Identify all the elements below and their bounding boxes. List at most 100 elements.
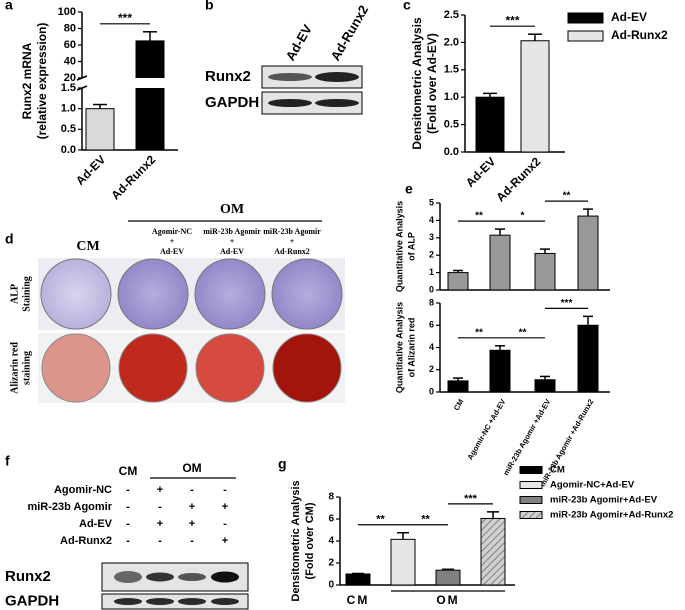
y-tick-label: 4 <box>429 342 434 352</box>
column-header: miR-23b Agomir <box>263 227 321 236</box>
column-header: Ad-Runx2 <box>274 247 310 256</box>
blot-band <box>211 571 239 583</box>
legend-label: Ad-EV <box>611 10 647 24</box>
y-axis-label: (Fold over Ad-EV) <box>425 33 439 134</box>
y-axis-label: of Alizarin red <box>406 318 416 378</box>
well <box>117 258 189 330</box>
legend-swatch <box>567 30 604 42</box>
column-header: CM <box>76 239 99 254</box>
y-tick-label: 2.5 <box>444 9 459 21</box>
bar <box>345 573 371 586</box>
y-tick-label: 6 <box>429 320 434 330</box>
x-tick-label: Ad-Runx2 <box>493 154 543 204</box>
blot-band <box>178 598 206 605</box>
y-tick-label: 1.0 <box>444 91 459 103</box>
blot-band <box>178 573 206 581</box>
significance-label: ** <box>421 514 430 526</box>
y-tick-label: 1 <box>429 267 434 277</box>
significance-label: *** <box>464 493 478 505</box>
condition-mark: + <box>157 518 163 530</box>
blot-row-label: Runx2 <box>205 68 251 85</box>
panel-letter: g <box>278 456 287 472</box>
y-tick-label: 3 <box>429 232 434 242</box>
y-tick-label: 8 <box>429 297 434 307</box>
condition-mark: - <box>223 518 227 530</box>
panel-letter: c <box>403 0 411 13</box>
y-tick-label: 0 <box>429 284 434 294</box>
significance-label: ** <box>563 191 571 202</box>
column-header: + <box>230 237 235 246</box>
group-header: CM <box>119 464 138 478</box>
y-tick-label: 1.5 <box>61 82 76 94</box>
condition-mark: - <box>126 518 130 530</box>
well <box>118 333 188 403</box>
blot-band <box>268 99 312 107</box>
y-axis-label: Quantitative Analysis <box>394 302 404 393</box>
legend-swatch <box>567 12 604 24</box>
condition-label: Agomir-NC <box>54 484 112 496</box>
significance-label: ** <box>376 514 385 526</box>
bar <box>447 380 469 393</box>
y-tick-label: 0 <box>328 580 334 591</box>
bar <box>480 517 506 586</box>
y-tick-label: 0.0 <box>444 146 459 158</box>
significance-label: *** <box>505 13 519 27</box>
column-header: Agomir-NC <box>152 227 192 236</box>
blot-row-label: Runx2 <box>5 568 51 585</box>
well <box>271 258 343 330</box>
y-axis-label: (Fold over CM) <box>304 502 316 579</box>
blot-band <box>146 598 174 605</box>
legend-label: miR-23b Agomir+Ad-Runx2 <box>550 510 673 521</box>
bar <box>577 324 599 393</box>
column-header: + <box>290 237 295 246</box>
legend-swatch <box>519 496 543 504</box>
condition-mark: + <box>157 484 163 496</box>
group-header: OM <box>182 461 201 475</box>
legend-swatch <box>519 511 543 519</box>
x-group-label: CM <box>347 593 370 607</box>
y-tick-label: 0 <box>429 386 434 396</box>
y-tick-label: 0.5 <box>444 119 459 131</box>
bar <box>390 538 416 586</box>
y-axis-label: Densitometric Analysis <box>290 480 302 601</box>
bar <box>489 349 511 393</box>
axis-break <box>135 78 165 88</box>
y-axis-label: Densitometric Analysis <box>410 17 424 150</box>
significance-label: ** <box>475 211 483 222</box>
x-tick-label: Ad-Runx2 <box>108 152 158 202</box>
blot-row-label: GAPDH <box>205 94 259 111</box>
y-tick-label: 40 <box>64 55 76 67</box>
column-header: miR-23b Agomir <box>203 227 261 236</box>
bar <box>489 234 511 291</box>
legend-swatch <box>519 481 543 489</box>
y-tick-label: 6 <box>328 514 334 525</box>
significance-label: *** <box>561 298 573 309</box>
bar <box>475 96 505 153</box>
blot-strip <box>101 593 249 610</box>
column-header: Ad-EV <box>220 247 244 256</box>
condition-mark: - <box>223 484 227 496</box>
blot-band <box>114 571 142 583</box>
y-tick-label: 4 <box>429 215 434 225</box>
y-tick-label: 0.0 <box>61 144 76 156</box>
bar <box>577 215 599 291</box>
legend-label: miR-23b Agomir+Ad-EV <box>550 495 658 506</box>
bar <box>135 40 165 151</box>
y-tick-label: 2.0 <box>444 36 459 48</box>
condition-mark: - <box>190 484 194 496</box>
y-tick-label: 80 <box>64 22 76 34</box>
y-tick-label: 1.5 <box>444 64 459 76</box>
y-tick-label: 100 <box>58 6 76 18</box>
condition-mark: + <box>189 518 195 530</box>
x-group-label: OM <box>436 593 459 607</box>
y-tick-label: 5 <box>429 197 434 207</box>
row-label: staining <box>21 351 32 385</box>
panel-letter: e <box>405 181 413 197</box>
y-axis-label: (relative expression) <box>35 23 49 140</box>
row-label: Staining <box>21 276 32 312</box>
x-tick-label: Ad-EV <box>73 152 108 187</box>
y-axis-label: of ALP <box>406 232 416 261</box>
